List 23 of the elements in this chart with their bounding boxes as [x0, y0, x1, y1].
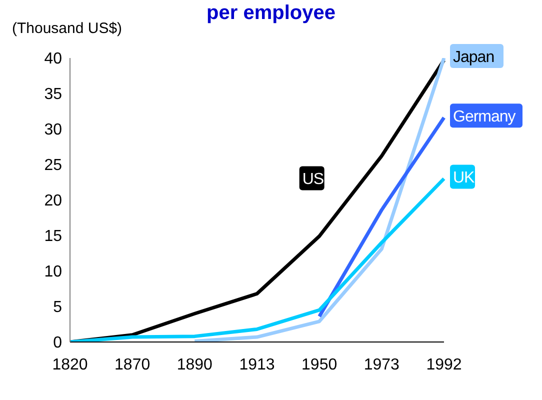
x-tick-label: 1870 — [114, 356, 150, 374]
series-label: US — [302, 171, 324, 188]
y-tick-label: 0 — [53, 334, 62, 352]
x-tick-label: 1820 — [52, 356, 88, 374]
series-label: Germany — [453, 108, 516, 126]
line-series — [192, 58, 446, 342]
chart-title: per employee — [206, 2, 336, 24]
y-tick-label: 10 — [44, 264, 62, 281]
y-tick-label: 5 — [53, 299, 62, 316]
y-tick-label: 20 — [44, 192, 62, 210]
series-label: UK — [453, 170, 476, 187]
x-tick-label: 1992 — [426, 356, 462, 374]
x-tick-label: 1973 — [364, 356, 400, 374]
y-tick-label: 15 — [44, 228, 62, 246]
y-tick-label: 35 — [44, 86, 62, 104]
x-tick-label: 1890 — [176, 356, 213, 374]
series-label: Japan — [453, 49, 494, 66]
y-tick-label: 25 — [44, 157, 62, 174]
y-axis-title: (Thousand US$) — [12, 20, 122, 37]
x-tick-label: 1950 — [302, 356, 338, 374]
x-tick-label: 1913 — [239, 356, 275, 374]
y-tick-label: 40 — [44, 50, 62, 68]
y-tick-label: 30 — [44, 122, 62, 139]
